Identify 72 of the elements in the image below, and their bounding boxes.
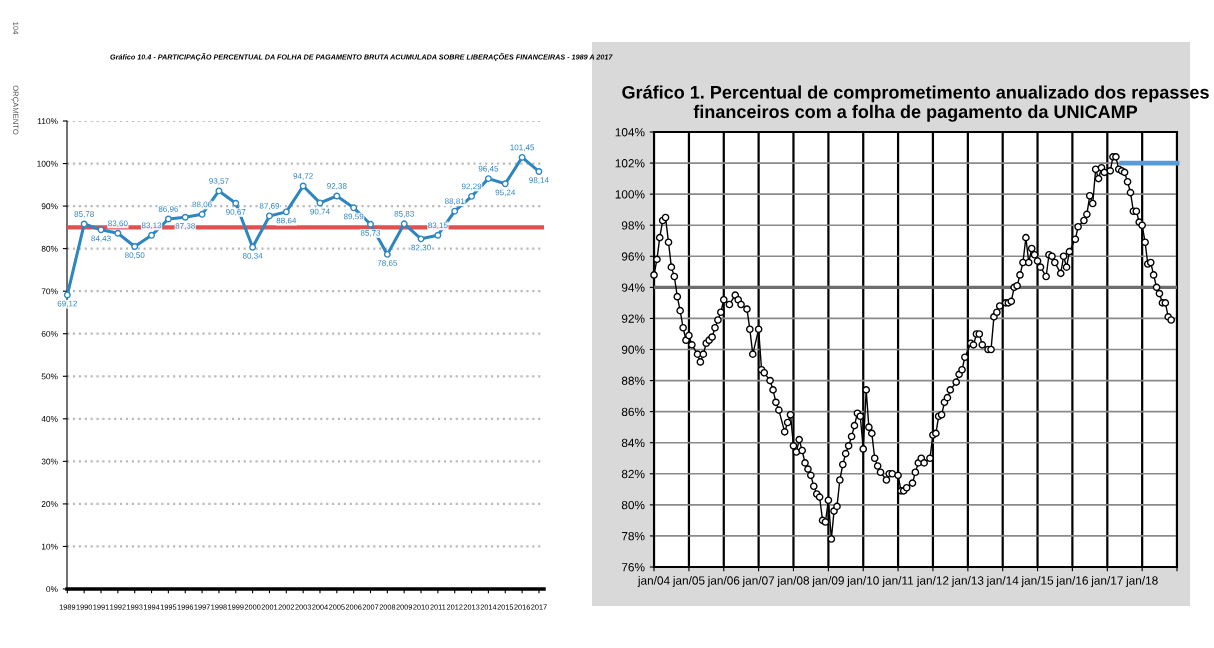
y-tick-label: 94% [621,283,645,292]
y-tick-label: 60% [41,330,58,337]
y-tick-label: 80% [621,500,645,510]
data-label: 88,06 [192,201,212,209]
x-tick-label: jan/05 [672,576,705,588]
y-tick-label: 80% [41,245,58,252]
y-tick-label: 96% [621,252,645,261]
y-tick-label: 100% [37,160,58,167]
y-tick-label: 76% [621,563,645,572]
data-label: 69,12 [57,300,78,308]
data-label: 87,69 [259,203,280,210]
data-label: 98,14 [529,177,549,184]
x-tick-label: jan/06 [707,576,740,588]
x-tick-label: jan/07 [742,576,775,588]
data-label: 82,30 [411,244,431,252]
x-tick-label: jan/11 [882,576,914,588]
data-label: 92,29 [461,183,482,191]
y-tick-label: 30% [41,458,58,465]
y-tick-label: 92% [621,314,645,323]
x-tick-label: jan/09 [812,576,844,588]
data-label: 83,60 [108,220,128,228]
data-label: 83,13 [141,222,162,230]
y-tick-label: 10% [41,543,58,550]
x-tick-label: jan/17 [1090,576,1123,588]
data-label: 92,38 [327,183,347,190]
x-tick-label: jan/13 [951,576,984,588]
data-label: 85,83 [394,210,414,218]
data-label: 87,38 [175,223,195,230]
y-tick-label: 98% [621,221,645,230]
data-label: 83,15 [428,222,448,230]
y-tick-label: 90% [621,345,645,354]
y-tick-label: 84% [621,438,645,448]
data-label: 89,59 [343,213,364,221]
x-tick-label: jan/08 [777,576,810,588]
y-tick-label: 40% [41,416,58,422]
y-tick-label: 20% [41,501,58,508]
x-tick-label: jan/18 [1125,576,1158,588]
data-label: 86,96 [158,206,179,213]
data-label: 93,57 [209,178,229,185]
y-tick-label: 78% [621,531,645,541]
data-label: 84,43 [91,235,111,243]
y-tick-label: 0% [46,586,58,593]
data-label: 96,45 [478,165,499,173]
data-label: 95,24 [495,189,516,197]
y-tick-label: 82% [621,469,645,479]
x-tick-label: jan/12 [916,576,949,588]
x-tick-label: jan/14 [986,576,1019,588]
data-label: 88,64 [276,217,297,225]
data-label: 88,81 [445,198,465,205]
x-tick-label: jan/10 [846,576,879,588]
y-tick-label: 88% [621,376,645,385]
x-tick-label: jan/04 [637,576,670,588]
x-tick-label: jan/16 [1056,576,1088,588]
x-tick-label: jan/15 [1021,576,1054,588]
data-label: 85,78 [74,211,94,218]
y-tick-label: 104% [615,128,645,137]
y-tick-label: 50% [41,373,58,380]
data-label: 101,45 [510,144,535,152]
data-label: 78,65 [377,260,398,267]
chart-title: Gráfico 1. Percentual de comprometimento anualizado dos repasses financeiros com a folha de pagamento da UNICAMP [622,85,1209,122]
data-label: 90,67 [226,209,246,216]
data-label: 80,50 [124,252,145,259]
data-label: 94,72 [293,173,313,180]
y-tick-label: 100% [615,190,645,199]
y-tick-label: 90% [41,203,58,210]
data-label: 80,34 [242,252,263,260]
y-tick-label: 70% [41,288,58,295]
data-label: 85,73 [360,230,381,237]
y-tick-label: 102% [615,159,645,168]
y-tick-label: 86% [621,407,645,417]
data-label: 90,74 [310,208,330,216]
y-tick-label: 110% [37,118,58,125]
